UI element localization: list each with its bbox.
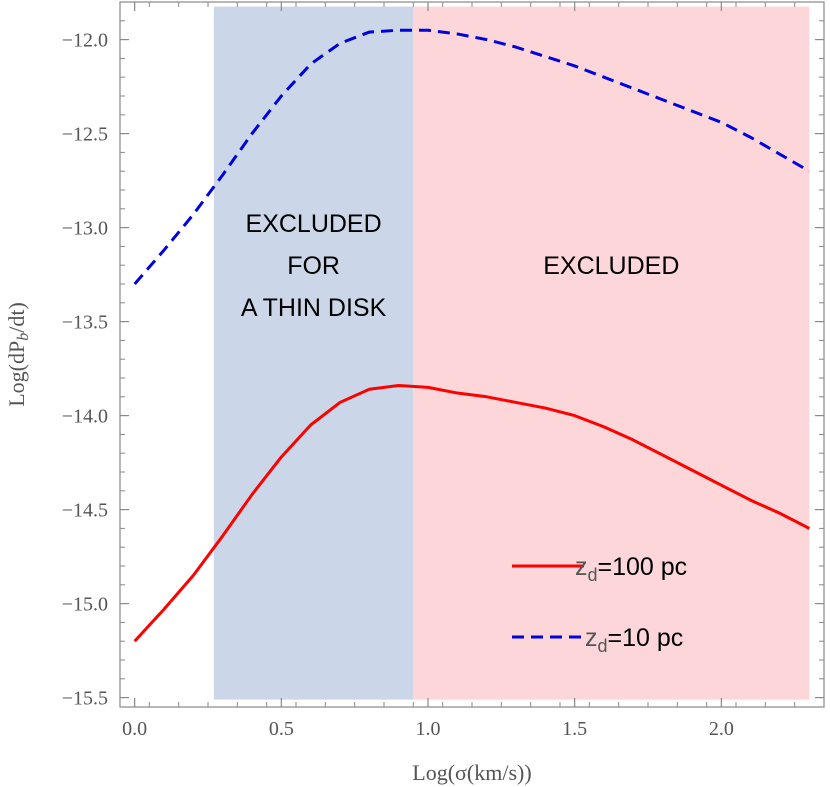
excluded-region-2	[413, 6, 810, 700]
series-line-2	[133, 28, 811, 285]
x-tick-label: 1.5	[562, 718, 587, 740]
y-axis-ticks: −12.0 −12.5 −13.0 −13.5 −14.0 −14.5 −15.0 −15.5	[62, 1, 824, 710]
y-tick-label: −14.5	[62, 500, 108, 522]
legend-label-1: zd=100 pc	[575, 553, 687, 585]
x-tick-label: 1.0	[416, 718, 441, 740]
legend-label-2: zd=10 pc	[585, 624, 683, 656]
x-tick-label: 0.0	[122, 718, 147, 740]
y-tick-label: −12.5	[62, 124, 108, 146]
series-lines	[133, 28, 811, 643]
region-label-1-line-1: EXCLUDED	[246, 210, 382, 238]
y-tick-label: −13.0	[62, 218, 108, 240]
region-label-1-line-2: FOR	[287, 252, 340, 280]
y-tick-label: −12.0	[62, 30, 108, 52]
excluded-region-1	[213, 6, 414, 700]
y-axis-title: Log(dPb/dt)	[4, 302, 32, 407]
x-tick-label: 0.5	[269, 718, 294, 740]
x-tick-label: 2.0	[709, 718, 734, 740]
region-label-2-line-1: EXCLUDED	[543, 252, 679, 280]
legend: zd=100 pc zd=10 pc	[512, 553, 687, 656]
x-axis-title: Log(σ(km/s))	[412, 760, 531, 785]
region-label-1-line-3: A THIN DISK	[241, 294, 387, 322]
y-tick-label: −14.0	[62, 406, 108, 428]
excluded-regions	[213, 6, 810, 700]
series-line-1	[133, 384, 811, 643]
x-axis-ticks: 0.0 0.5 1.0 1.5 2.0	[119, 2, 796, 740]
y-tick-label: −13.5	[62, 312, 108, 334]
region-labels: EXCLUDED FOR A THIN DISK EXCLUDED	[241, 210, 680, 322]
y-tick-label: −15.0	[62, 594, 108, 616]
y-tick-label: −15.5	[62, 688, 108, 710]
